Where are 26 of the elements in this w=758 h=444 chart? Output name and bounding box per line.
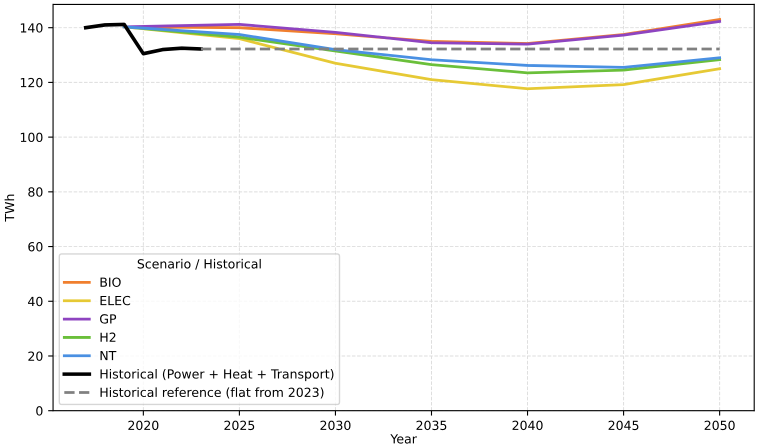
- x-tick-label: 2020: [128, 420, 158, 430]
- y-tick-label: 60: [28, 242, 43, 252]
- x-axis-title: Year: [390, 434, 417, 444]
- legend-title: Scenario / Historical: [138, 258, 261, 270]
- legend-label: Historical reference (flat from 2023): [100, 387, 324, 398]
- y-tick-label: 80: [28, 187, 43, 197]
- legend-label: GP: [100, 314, 116, 324]
- legend-label: H2: [100, 332, 116, 342]
- y-tick-label: 120: [20, 78, 43, 88]
- y-tick-label: 140: [20, 23, 43, 33]
- x-tick-label: 2030: [320, 420, 351, 430]
- legend-label: BIO: [100, 277, 121, 287]
- y-tick-label: 100: [20, 132, 43, 142]
- x-tick-label: 2050: [704, 420, 735, 430]
- legend-label: ELEC: [100, 296, 130, 306]
- x-tick-label: 2025: [224, 420, 254, 430]
- y-tick-label: 20: [28, 351, 43, 361]
- x-tick-label: 2040: [512, 420, 543, 430]
- y-tick-label: 0: [36, 406, 43, 416]
- line-series: [84, 22, 203, 56]
- y-axis-title: TWh: [4, 194, 14, 222]
- x-tick-label: 2035: [416, 420, 446, 430]
- legend-label: NT: [100, 351, 116, 360]
- x-tick-label: 2045: [608, 420, 638, 430]
- legend-label: Historical (Power + Heat + Transport): [100, 369, 334, 382]
- y-tick-label: 40: [28, 296, 43, 306]
